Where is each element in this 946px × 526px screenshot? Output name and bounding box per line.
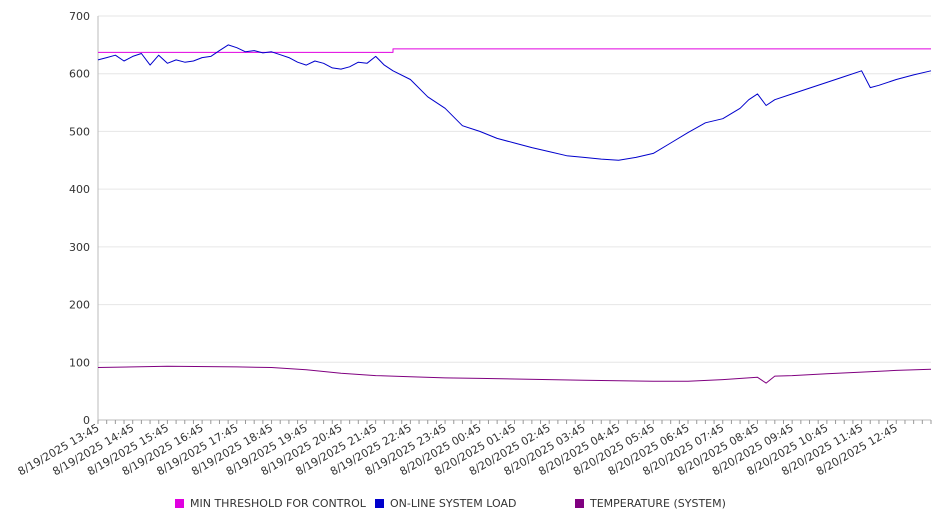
y-tick-label: 200 (69, 299, 90, 312)
y-tick-label: 700 (69, 10, 90, 23)
y-tick-label: 600 (69, 68, 90, 81)
legend-label: ON-LINE SYSTEM LOAD (390, 497, 517, 510)
y-tick-label: 500 (69, 125, 90, 138)
legend-swatch (175, 499, 184, 508)
legend: MIN THRESHOLD FOR CONTROL ON-LINE SYSTEM… (0, 497, 946, 515)
series-line-2 (97, 365, 932, 384)
legend-label: MIN THRESHOLD FOR CONTROL (190, 497, 366, 510)
y-tick-label: 100 (69, 356, 90, 369)
legend-item-system-load[interactable]: ON-LINE SYSTEM LOAD (375, 497, 516, 510)
gridlines (98, 15, 931, 421)
legend-swatch (375, 499, 384, 508)
legend-item-min-threshold[interactable]: MIN THRESHOLD FOR CONTROL (175, 497, 366, 510)
legend-label: TEMPERATURE (SYSTEM) (590, 497, 726, 510)
series-line-0 (98, 48, 931, 53)
x-axis: 8/19/2025 13:458/19/2025 14:458/19/2025 … (16, 420, 932, 478)
y-tick-label: 300 (69, 241, 90, 254)
y-tick-label: 400 (69, 183, 90, 196)
y-axis: 0 100 200 300 400 500 600 700 (69, 10, 99, 427)
legend-swatch (575, 499, 584, 508)
y-tick-label: 0 (83, 414, 90, 427)
legend-item-temperature[interactable]: TEMPERATURE (SYSTEM) (575, 497, 726, 510)
series-line-1 (97, 44, 932, 161)
series-lines (97, 44, 932, 384)
